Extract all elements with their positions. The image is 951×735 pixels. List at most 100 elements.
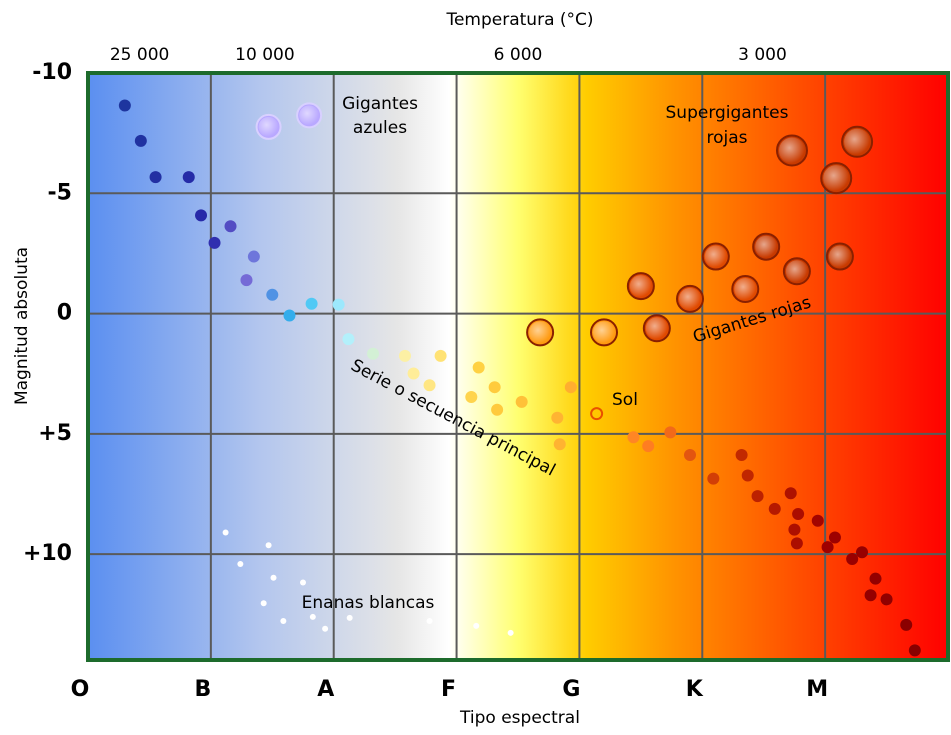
top-tick-label: 25 000: [110, 45, 169, 65]
giant-shine: [645, 317, 668, 340]
giant-shine: [778, 137, 805, 164]
annotation: Gigantes: [342, 94, 418, 114]
star: [768, 502, 781, 515]
giant-shine: [828, 245, 851, 268]
plot-background: [88, 73, 948, 660]
star: [488, 381, 501, 394]
star: [407, 367, 420, 380]
star: [864, 589, 877, 602]
star: [811, 514, 824, 527]
x-tick-label: K: [686, 677, 704, 702]
y-axis-label: Magnitud absoluta: [12, 247, 32, 405]
star: [828, 531, 841, 544]
plot-frame: [86, 71, 950, 662]
giant-shine: [529, 321, 552, 344]
star: [684, 449, 696, 462]
y-tick-label: +10: [23, 541, 72, 566]
annotation: Supergigantes: [666, 103, 789, 123]
star: [283, 309, 296, 322]
star: [332, 298, 345, 311]
star: [784, 487, 797, 500]
star: [707, 472, 720, 485]
giant-shine: [734, 278, 757, 301]
white-dwarf: [237, 561, 244, 568]
giant-shine: [258, 116, 279, 137]
star: [741, 469, 754, 482]
white-dwarf: [222, 529, 229, 536]
star: [342, 333, 355, 346]
star: [465, 391, 478, 404]
giant-shine: [629, 275, 652, 298]
giant-shine: [679, 287, 701, 310]
star: [551, 411, 564, 424]
star: [423, 379, 436, 392]
star: [305, 297, 318, 310]
star: [846, 552, 859, 565]
giant-shine: [755, 235, 778, 258]
star: [664, 426, 677, 439]
giant-shine: [299, 105, 320, 126]
star: [149, 171, 162, 184]
star: [856, 546, 868, 559]
star: [642, 440, 655, 453]
y-tick-label: -5: [48, 180, 72, 205]
white-dwarf: [322, 625, 329, 632]
top-tick-label: 6 000: [494, 45, 543, 65]
star: [182, 171, 195, 184]
star: [224, 220, 237, 233]
white-dwarf: [265, 542, 272, 549]
star: [434, 349, 447, 362]
annotation: azules: [353, 118, 407, 138]
annotation: Enanas blancas: [302, 593, 435, 613]
x-tick-label: B: [194, 677, 211, 702]
top-tick-label: 10 000: [235, 45, 294, 65]
white-dwarf: [346, 614, 353, 621]
star: [790, 537, 803, 550]
white-dwarf: [473, 622, 480, 629]
white-dwarf: [309, 613, 316, 620]
white-dwarf: [260, 600, 267, 607]
star: [792, 507, 805, 520]
star: [134, 134, 147, 147]
star: [247, 250, 260, 263]
x-tick-label: A: [317, 677, 334, 702]
annotation: rojas: [706, 128, 747, 148]
white-dwarf: [300, 579, 306, 586]
y-tick-label: +5: [38, 421, 72, 446]
star: [195, 209, 208, 222]
star: [564, 381, 577, 394]
x-tick-label: M: [806, 677, 828, 702]
star: [821, 541, 834, 554]
white-dwarf: [507, 629, 514, 636]
star: [266, 288, 279, 301]
star: [735, 449, 748, 462]
annotation: Sol: [612, 390, 638, 410]
star: [491, 403, 504, 416]
giant-shine: [704, 245, 727, 268]
star: [398, 349, 411, 362]
giant-shine: [593, 321, 615, 344]
star: [553, 438, 566, 451]
y-tick-label: -10: [32, 60, 72, 85]
white-dwarf: [280, 618, 287, 625]
sun: [590, 407, 604, 421]
x-tick-label: F: [441, 677, 456, 702]
white-dwarf: [426, 618, 433, 625]
star: [367, 347, 380, 360]
star: [472, 361, 485, 374]
star: [627, 431, 640, 444]
giant-shine: [785, 260, 808, 283]
chart-title: Temperatura (°C): [445, 10, 593, 30]
y-tick-label: 0: [57, 301, 72, 326]
star: [118, 99, 131, 112]
star: [240, 274, 253, 287]
giant-shine: [844, 128, 871, 155]
x-tick-label: O: [71, 677, 90, 702]
star: [208, 236, 221, 249]
top-tick-label: 3 000: [738, 45, 787, 65]
star: [515, 395, 528, 408]
star: [908, 644, 921, 657]
star: [788, 523, 801, 536]
